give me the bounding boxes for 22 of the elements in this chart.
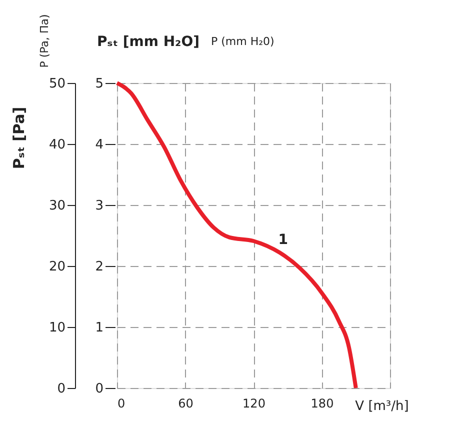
y-tick-label: 0 bbox=[57, 382, 66, 396]
x-tick-label: 0 bbox=[118, 396, 126, 410]
y-tick-label: 20 bbox=[48, 260, 66, 274]
text: P (mm H₂0) bbox=[211, 35, 274, 48]
x-axis-title: V [m³/h] bbox=[355, 399, 409, 414]
x-tick-label: 60 bbox=[178, 396, 194, 410]
text: P (Pa, Па) bbox=[38, 14, 51, 68]
y2-tick-label: 5 bbox=[95, 76, 104, 92]
y-tick-label: 50 bbox=[48, 76, 66, 92]
y2-tick-label: 1 bbox=[95, 320, 104, 336]
y2-tick-label: 4 bbox=[95, 138, 104, 152]
y-tick-label: 30 bbox=[48, 198, 66, 214]
y2-tick-label: 2 bbox=[95, 260, 104, 274]
x-tick-label: 120 bbox=[242, 396, 266, 410]
y2-tick-label: 3 bbox=[95, 198, 104, 214]
y-tick-label: 40 bbox=[48, 138, 66, 152]
annotation: 1 bbox=[278, 232, 288, 248]
y2-axis-title: Pₛₜ [mm H₂O] bbox=[97, 34, 200, 50]
y-tick-label: 10 bbox=[48, 320, 66, 336]
y2-tick-label: 0 bbox=[95, 382, 104, 396]
x-tick-label: 180 bbox=[310, 396, 334, 410]
y-axis-title: Pₛₜ [Pa] bbox=[10, 106, 28, 170]
